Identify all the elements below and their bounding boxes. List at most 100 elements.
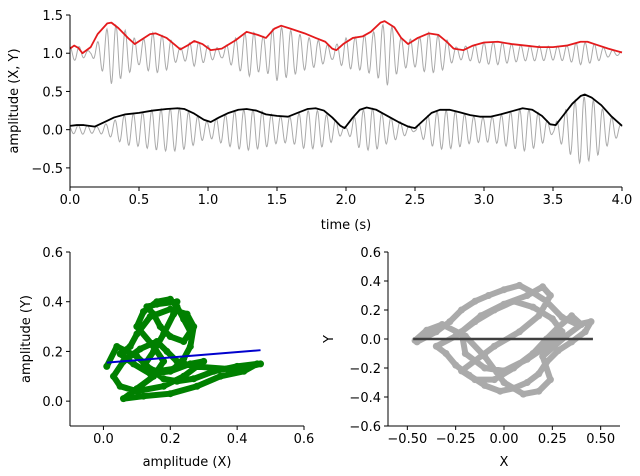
- x-tick-label: 0.5: [129, 193, 150, 208]
- scatter-point: [500, 367, 508, 375]
- envelope-x-line: [69, 20, 623, 55]
- bl-x-axis-label: amplitude (X): [143, 455, 232, 470]
- y-tick-label: 0.0: [42, 124, 63, 139]
- scatter-point: [123, 347, 131, 355]
- x-tick-label: 0.0: [60, 193, 81, 208]
- scatter-point: [500, 300, 508, 308]
- scatter-point: [543, 358, 551, 366]
- scatter-point: [438, 321, 446, 328]
- scatter-point: [247, 362, 255, 370]
- y-tick-label: −0.2: [349, 362, 381, 377]
- time-series-lines: [69, 20, 623, 165]
- bl-x-ticks: 0.0 0.2 0.4 0.6: [93, 426, 314, 447]
- scatter-point: [166, 295, 174, 303]
- scatter-point: [116, 382, 124, 390]
- scatter-point: [103, 362, 111, 370]
- time-series-panel: 0.0 0.5 1.0 1.5 2.0 2.5 3.0 3.5 4.0 −0.5 0.0 0.5 1.…: [7, 9, 632, 233]
- scatter-point: [481, 381, 489, 389]
- scatter-point: [471, 357, 479, 365]
- scatter-point: [153, 337, 161, 345]
- scatter-point: [471, 376, 479, 384]
- x-tick-label: 0.6: [294, 432, 315, 447]
- scatter-point: [465, 371, 473, 379]
- xy-scatter-marks: [411, 281, 595, 398]
- y-tick-label: −0.6: [349, 420, 381, 435]
- xy-scatter-panel: −0.50 −0.25 0.00 0.25 0.50 −0.6 −0.4 −0.2 0.0 0.…: [322, 246, 620, 470]
- scatter-point: [150, 347, 158, 355]
- scatter-point: [140, 362, 148, 370]
- scatter-point: [257, 360, 265, 368]
- top-x-ticks: 0.0 0.5 1.0 1.5 2.0 2.5 3.0 3.5 4.0: [60, 187, 632, 208]
- bl-y-axis-label: amplitude (Y): [19, 295, 34, 383]
- scatter-point: [490, 306, 498, 314]
- x-tick-label: −0.50: [387, 432, 427, 447]
- bl-y-ticks: 0.0 0.2 0.4 0.6: [42, 246, 70, 410]
- x-tick-label: 0.2: [160, 432, 181, 447]
- scatter-point: [581, 328, 589, 336]
- scatter-point: [510, 384, 518, 392]
- scatter-point: [446, 318, 454, 326]
- scatter-point: [186, 328, 194, 336]
- scatter-point: [519, 390, 527, 398]
- scatter-point: [546, 292, 554, 299]
- scatter-point: [471, 318, 479, 326]
- envelope-y-line: [69, 93, 623, 130]
- br-y-ticks: −0.6 −0.4 −0.2 0.0 0.2 0.4 0.6: [349, 246, 388, 435]
- scatter-point: [510, 297, 518, 305]
- scatter-point: [146, 365, 154, 373]
- scatter-point: [133, 352, 141, 360]
- scatter-point: [166, 390, 174, 398]
- br-y-axis-label: Y: [322, 335, 337, 344]
- scatter-point: [140, 392, 148, 400]
- scatter-point: [523, 379, 531, 386]
- y-tick-label: 0.6: [42, 246, 63, 261]
- scatter-point: [461, 350, 469, 357]
- scatter-point: [146, 370, 154, 378]
- y-tick-label: 0.4: [360, 275, 381, 290]
- scatter-point: [140, 308, 148, 316]
- scatter-point: [166, 367, 174, 375]
- scatter-point: [223, 365, 231, 373]
- x-tick-label: 2.5: [405, 193, 426, 208]
- scatter-point: [432, 342, 440, 350]
- scatter-point: [535, 312, 543, 320]
- scatter-point: [133, 330, 141, 338]
- y-tick-label: 1.5: [42, 9, 63, 24]
- scatter-point: [160, 330, 168, 338]
- scatter-point: [173, 303, 181, 311]
- scatter-point: [543, 297, 551, 305]
- top-x-axis-label: time (s): [321, 218, 371, 233]
- scatter-point: [554, 323, 562, 331]
- x-tick-label: 0.0: [93, 432, 114, 447]
- y-tick-label: 0.0: [42, 395, 63, 410]
- scatter-point: [190, 362, 198, 370]
- scatter-point: [529, 350, 537, 357]
- scatter-point: [477, 312, 485, 320]
- scatter-point: [146, 313, 154, 321]
- scatter-point: [529, 289, 537, 297]
- scatter-point: [515, 281, 523, 289]
- scatter-point: [200, 357, 208, 365]
- x-tick-label: 1.5: [267, 193, 288, 208]
- scatter-point: [173, 377, 181, 385]
- amplitude-scatter-panel: 0.0 0.2 0.4 0.6 0.00.20.40.6 amplitude (X) …: [19, 246, 314, 470]
- br-x-ticks: −0.50 −0.25 0.00 0.25 0.50: [387, 426, 615, 447]
- y-tick-label: 0.5: [42, 85, 63, 100]
- scatter-point: [457, 367, 465, 375]
- scatter-point: [457, 306, 465, 314]
- scatter-point: [166, 305, 174, 313]
- scatter-point: [423, 326, 431, 334]
- scatter-point: [210, 367, 218, 375]
- scatter-point: [490, 342, 498, 350]
- scatter-point: [523, 292, 531, 299]
- y-tick-label: 0.4: [42, 296, 63, 311]
- scatter-point: [535, 387, 543, 395]
- scatter-point: [190, 375, 198, 383]
- scatter-point: [180, 337, 188, 345]
- scatter-point: [548, 315, 556, 323]
- scatter-point: [160, 357, 168, 365]
- y-tick-label: 0.2: [42, 345, 63, 360]
- scatter-point: [568, 312, 576, 320]
- scatter-point: [153, 367, 161, 375]
